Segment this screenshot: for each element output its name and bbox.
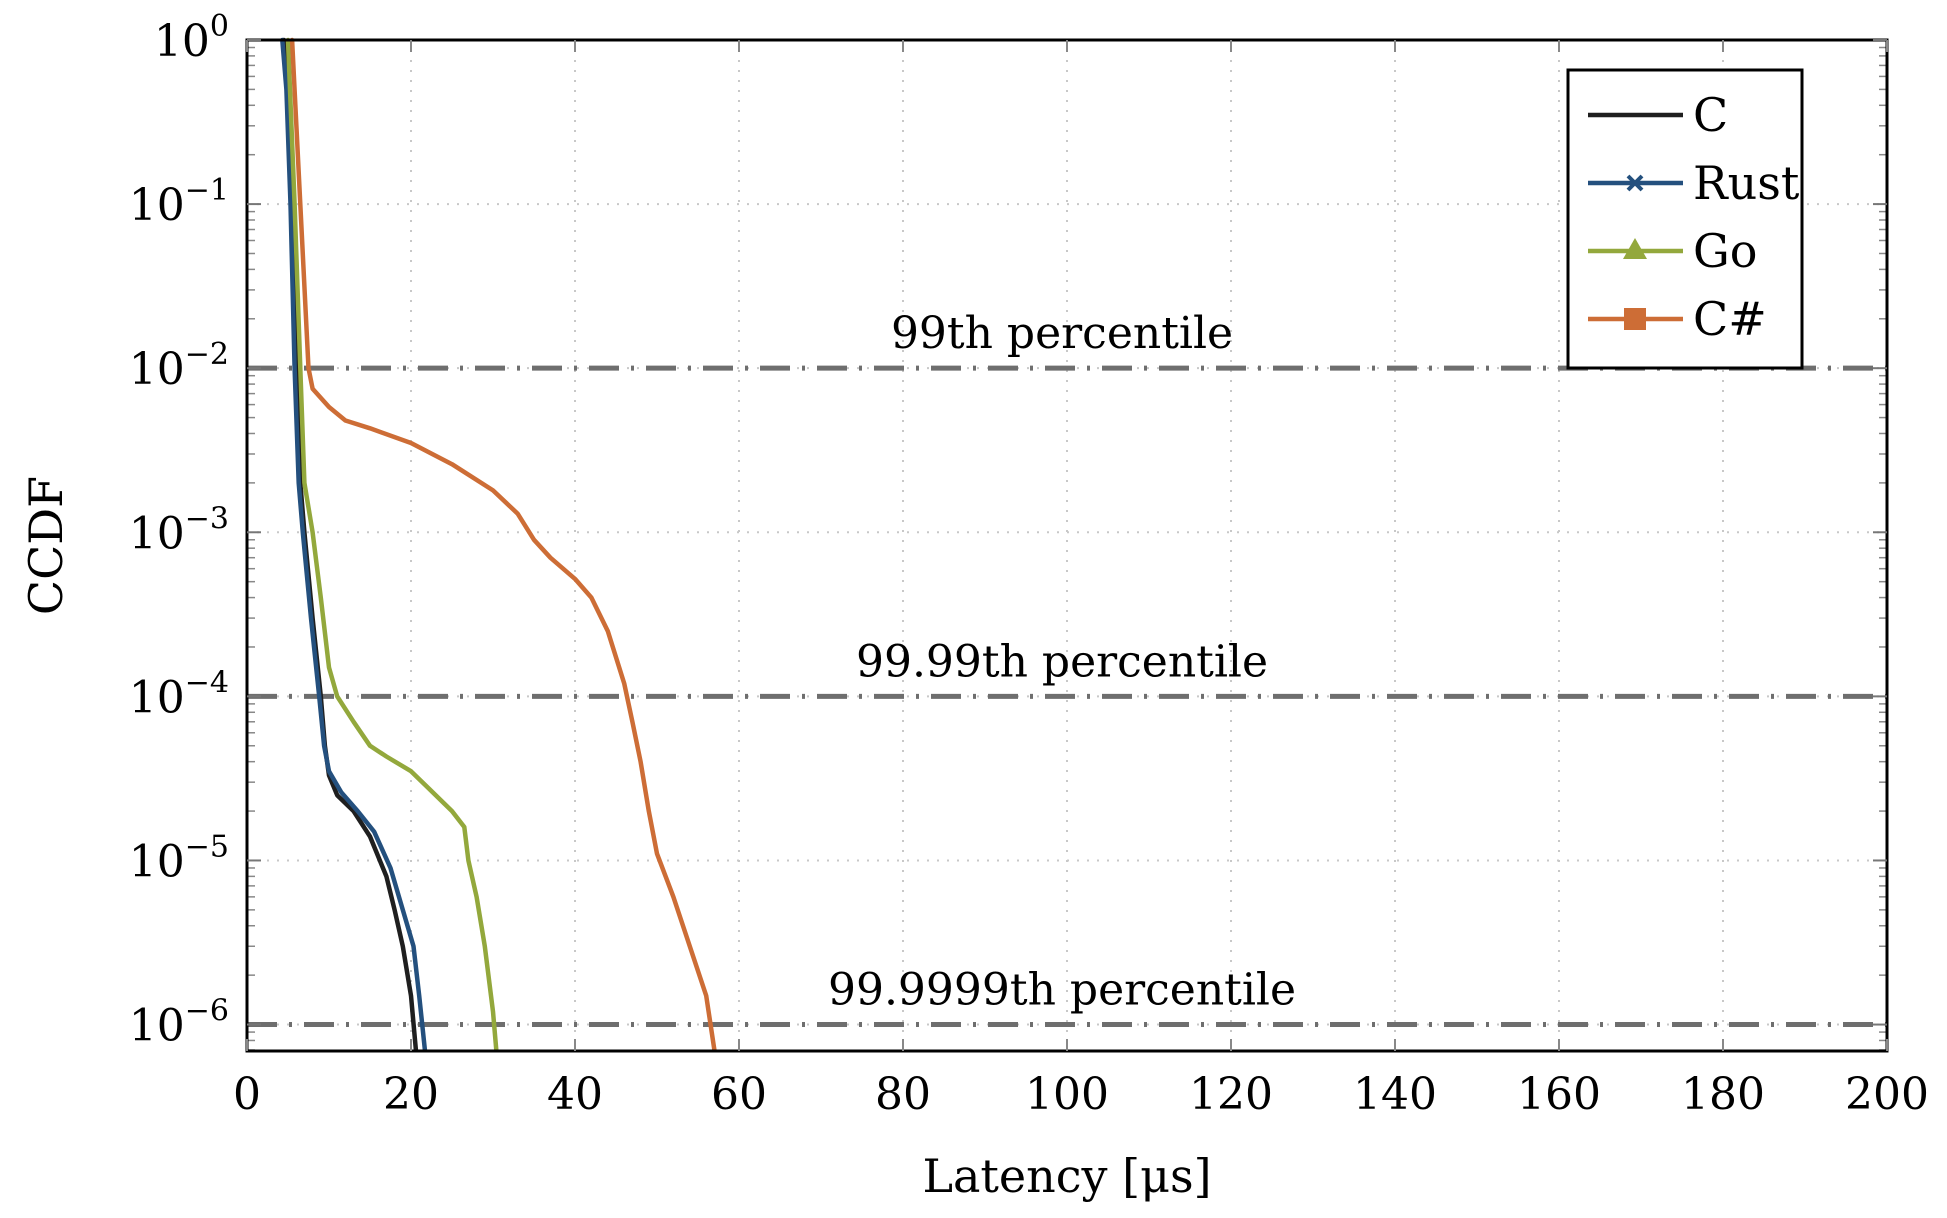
triangle-marker-icon <box>1623 238 1647 259</box>
x-tick-label: 200 <box>1845 1069 1929 1120</box>
percentile-reference-lines: 99th percentile 99.99th percentile 99.9999… <box>247 308 1887 1028</box>
x-tick-label: 20 <box>383 1069 439 1120</box>
y-tick-base: 10 <box>129 344 185 395</box>
x-marker-icon <box>1626 174 1644 192</box>
y-tick-exponent: −4 <box>185 665 229 700</box>
x-tick-label: 160 <box>1517 1069 1601 1120</box>
legend-label: C# <box>1693 292 1767 346</box>
y-tick-base: 10 <box>129 672 185 723</box>
x-tick-label: 40 <box>547 1069 603 1120</box>
y-tick-exponent: −3 <box>185 501 229 536</box>
legend-label: C <box>1693 88 1728 142</box>
series-line-rust <box>280 37 428 1053</box>
percentile-label: 99th percentile <box>891 308 1233 359</box>
legend: C Rust Go C# <box>1566 68 1804 370</box>
x-tick-label: 100 <box>1025 1069 1109 1120</box>
legend-label: Go <box>1693 224 1757 278</box>
series-line-go <box>285 37 499 1053</box>
y-axis-label: CCDF <box>19 476 73 615</box>
x-tick-label: 80 <box>875 1069 931 1120</box>
y-tick-label: 100 <box>154 9 229 67</box>
y-tick-label: 10−4 <box>129 665 229 723</box>
x-tick-label: 0 <box>233 1069 261 1120</box>
legend-item: C <box>1588 88 1728 142</box>
percentile-label: 99.9999th percentile <box>828 965 1296 1016</box>
y-tick-exponent: 0 <box>210 9 229 44</box>
y-tick-label: 10−5 <box>129 829 229 887</box>
legend-item: Rust <box>1588 156 1800 210</box>
y-tick-base: 10 <box>129 180 185 231</box>
series-line-csharp <box>289 37 717 1053</box>
y-tick-label: 10−6 <box>129 994 229 1052</box>
y-tick-exponent: −5 <box>185 829 229 864</box>
y-tick-base: 10 <box>154 16 210 67</box>
y-tick-base: 10 <box>129 508 185 559</box>
percentile-label: 99.99th percentile <box>856 636 1268 687</box>
y-tick-label: 10−3 <box>129 501 229 559</box>
y-tick-label: 10−2 <box>129 337 229 395</box>
legend-item: C# <box>1588 292 1767 346</box>
x-tick-label: 120 <box>1189 1069 1273 1120</box>
x-tick-label: 180 <box>1681 1069 1765 1120</box>
y-tick-base: 10 <box>129 1001 185 1052</box>
y-tick-exponent: −2 <box>185 337 229 372</box>
x-axis-label: Latency [μs] <box>922 1149 1211 1203</box>
y-tick-label: 10−1 <box>129 173 229 231</box>
square-marker-icon <box>1624 308 1646 330</box>
x-tick-label: 60 <box>711 1069 767 1120</box>
x-axis-ticks: 0 20 40 60 80 100 120 140 160 180 200 <box>233 40 1929 1120</box>
y-tick-base: 10 <box>129 836 185 887</box>
legend-item: Go <box>1588 224 1757 278</box>
y-tick-exponent: −6 <box>185 994 229 1029</box>
x-tick-label: 140 <box>1353 1069 1437 1120</box>
series-layer <box>280 37 717 1053</box>
legend-label: Rust <box>1693 156 1800 210</box>
y-tick-exponent: −1 <box>185 173 229 208</box>
